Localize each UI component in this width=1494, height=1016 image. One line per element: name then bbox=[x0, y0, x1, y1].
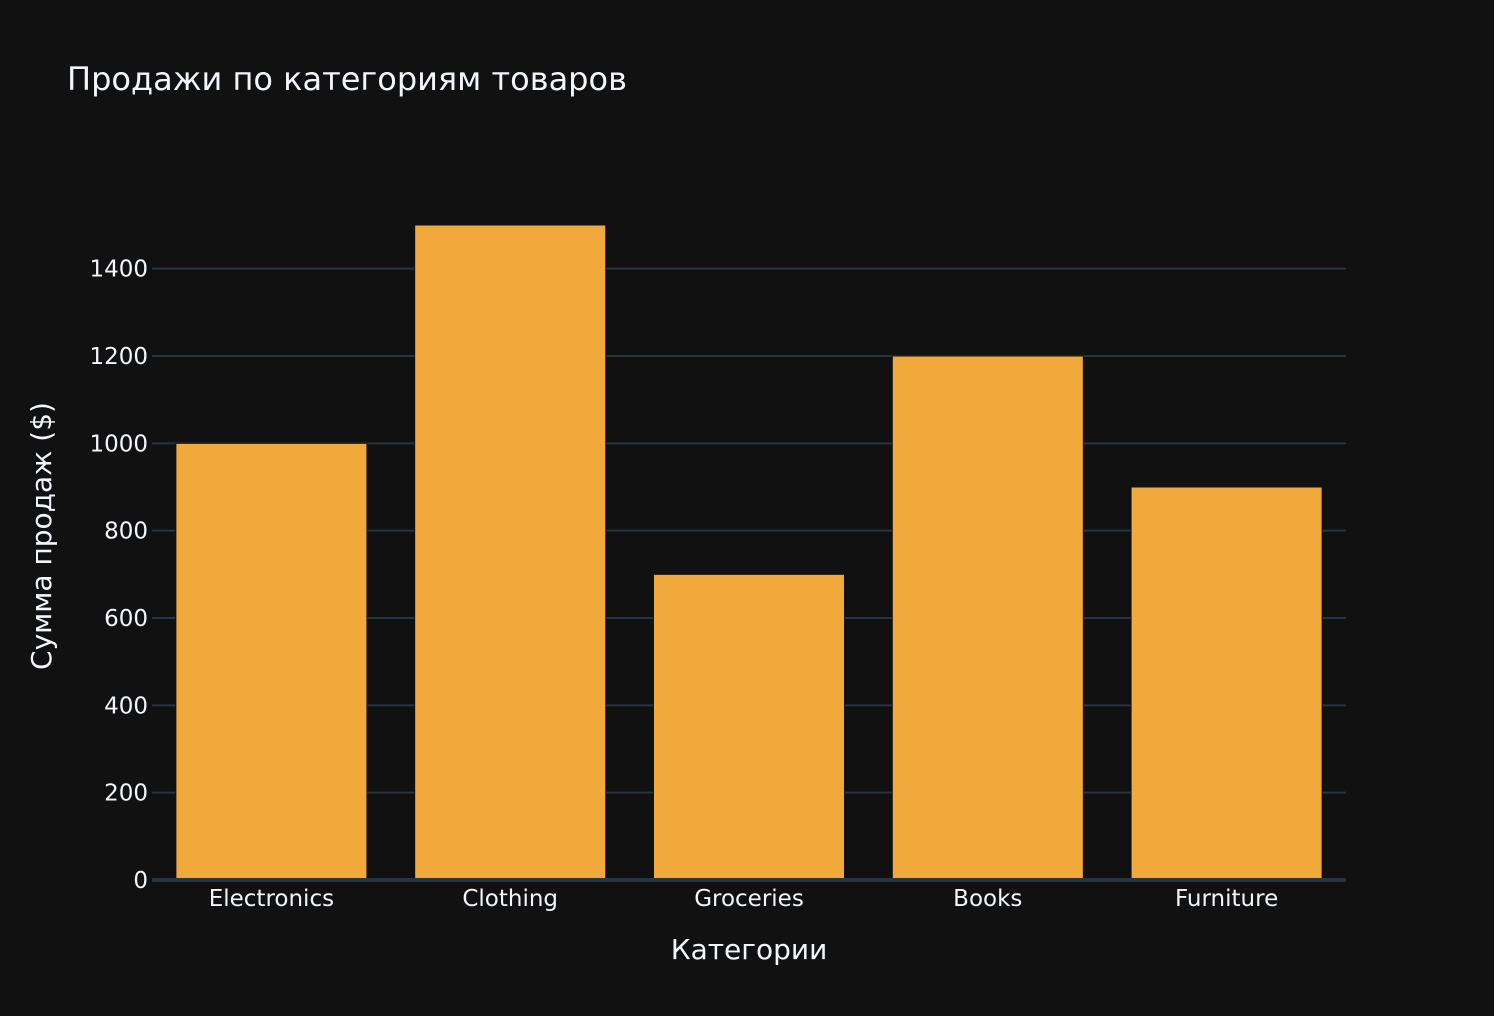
y-tick-label: 0 bbox=[133, 868, 148, 894]
bar-groceries[interactable] bbox=[652, 573, 846, 881]
y-tick-label: 1200 bbox=[89, 344, 148, 370]
x-tick-label: Clothing bbox=[462, 886, 558, 912]
y-tick-label: 200 bbox=[104, 781, 148, 807]
y-tick-label: 1000 bbox=[89, 431, 148, 457]
chart-title: Продажи по категориям товаров bbox=[67, 60, 627, 98]
x-tick-label: Books bbox=[953, 886, 1022, 912]
bar-clothing[interactable] bbox=[414, 224, 607, 881]
x-tick-label: Groceries bbox=[694, 886, 804, 912]
x-axis-title: Категории bbox=[671, 933, 828, 966]
bar-books[interactable] bbox=[891, 355, 1084, 881]
y-tick-label: 600 bbox=[104, 606, 148, 632]
bar-furniture[interactable] bbox=[1130, 486, 1323, 881]
x-tick-label: Electronics bbox=[209, 886, 334, 912]
y-tick-label: 800 bbox=[104, 519, 148, 545]
bars bbox=[152, 224, 1346, 882]
y-axis-title: Сумма продаж ($) bbox=[25, 402, 58, 670]
x-tick-label: Furniture bbox=[1175, 886, 1278, 912]
x-tick-labels: Electronics Clothing Groceries Books Furnitu… bbox=[209, 886, 1279, 912]
y-tick-labels: 0 200 400 600 800 1000 1200 1400 bbox=[89, 257, 148, 894]
y-tick-label: 1400 bbox=[89, 257, 148, 283]
bar-electronics[interactable] bbox=[175, 442, 368, 881]
y-tick-label: 400 bbox=[104, 693, 148, 719]
